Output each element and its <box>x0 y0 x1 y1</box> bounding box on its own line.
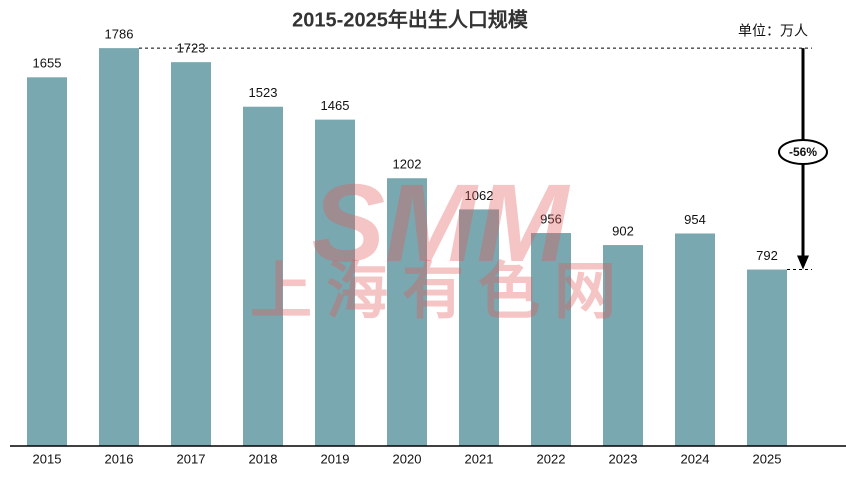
bar <box>675 233 715 446</box>
value-label: 792 <box>756 248 778 263</box>
value-label: 902 <box>612 223 634 238</box>
value-label: 1062 <box>465 188 494 203</box>
bar <box>27 77 67 446</box>
bar <box>243 106 283 446</box>
value-label: 1523 <box>249 85 278 100</box>
arrow-head <box>797 255 809 270</box>
value-label: 1655 <box>33 56 62 71</box>
bar <box>387 178 427 446</box>
value-label: 954 <box>684 212 706 227</box>
bar <box>171 62 211 446</box>
value-label: 1723 <box>177 41 206 56</box>
chart-title: 2015-2025年出生人口规模 <box>292 7 529 31</box>
x-tick-label: 2021 <box>465 451 494 466</box>
x-tick-label: 2023 <box>609 451 638 466</box>
x-tick-label: 2022 <box>537 451 566 466</box>
x-tick-label: 2018 <box>249 451 278 466</box>
x-tick-label: 2017 <box>177 451 206 466</box>
bar <box>747 269 787 446</box>
value-label: 956 <box>540 211 562 226</box>
watermark: SMM <box>312 162 571 285</box>
annotation: -56% <box>789 145 817 159</box>
unit-label: 单位：万人 <box>738 23 808 39</box>
value-label: 1465 <box>321 98 350 113</box>
bar <box>99 48 139 446</box>
bar <box>603 245 643 446</box>
bar <box>315 119 355 446</box>
bar <box>459 209 499 446</box>
x-tick-label: 2025 <box>753 451 782 466</box>
value-label: 1202 <box>393 157 422 172</box>
x-tick-label: 2024 <box>681 451 710 466</box>
x-tick-label: 2020 <box>393 451 422 466</box>
annotation-bubble <box>778 139 828 165</box>
x-tick-label: 2016 <box>105 451 134 466</box>
value-label: 1786 <box>105 27 134 42</box>
watermark-sub: 上海有色网 <box>250 257 630 326</box>
x-tick-label: 2019 <box>321 451 350 466</box>
x-tick-label: 2015 <box>33 451 62 466</box>
bar <box>531 233 571 446</box>
